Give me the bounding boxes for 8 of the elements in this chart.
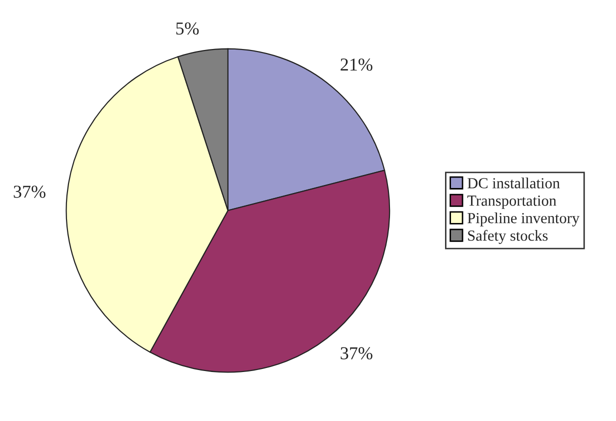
data-label: 21% xyxy=(340,58,372,71)
data-label: 37% xyxy=(340,347,372,360)
legend-label: DC installation xyxy=(468,178,560,188)
data-label: 37% xyxy=(14,186,46,198)
legend-label: Safety stocks xyxy=(468,230,548,244)
legend-label: Transportation xyxy=(467,196,556,209)
data-label: 5% xyxy=(176,22,199,35)
legend-label: Pipeline inventory xyxy=(468,212,580,226)
